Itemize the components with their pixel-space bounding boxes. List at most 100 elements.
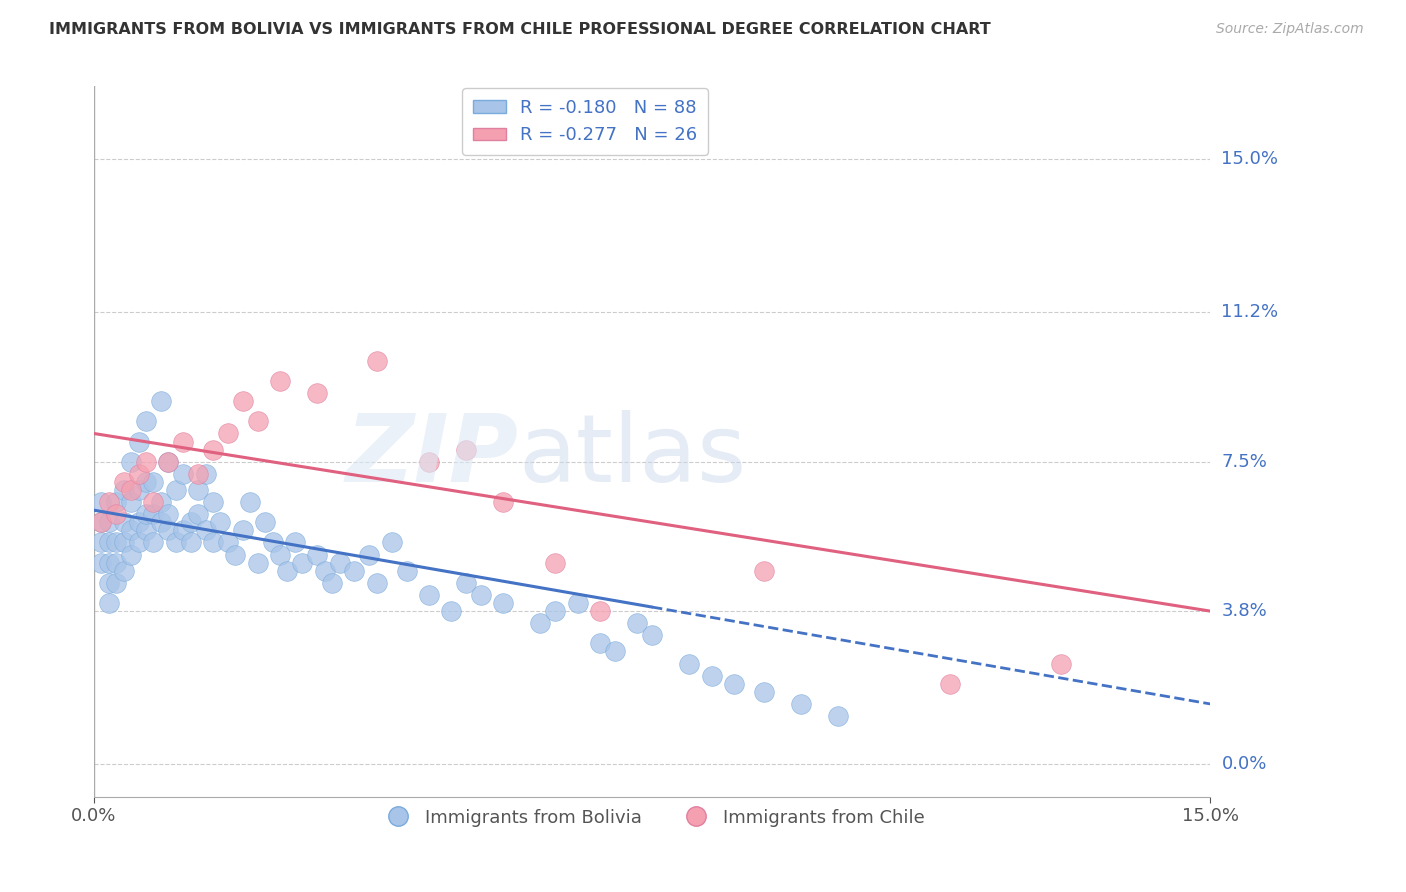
Text: atlas: atlas <box>519 409 747 502</box>
Point <box>529 616 551 631</box>
Point <box>112 483 135 497</box>
Point <box>90 556 112 570</box>
Point <box>90 516 112 530</box>
Point <box>307 386 329 401</box>
Point <box>142 475 165 489</box>
Point <box>135 475 157 489</box>
Point <box>90 495 112 509</box>
Point <box>492 596 515 610</box>
Point <box>1050 657 1073 671</box>
Point <box>224 548 246 562</box>
Point <box>246 414 269 428</box>
Point <box>112 475 135 489</box>
Point <box>172 467 194 481</box>
Point <box>544 604 567 618</box>
Point <box>291 556 314 570</box>
Point <box>276 564 298 578</box>
Point <box>589 604 612 618</box>
Point <box>120 548 142 562</box>
Point <box>149 495 172 509</box>
Point <box>440 604 463 618</box>
Point <box>254 516 277 530</box>
Point <box>128 516 150 530</box>
Point <box>827 709 849 723</box>
Point <box>454 575 477 590</box>
Point <box>165 483 187 497</box>
Point <box>321 575 343 590</box>
Point <box>142 535 165 549</box>
Point <box>90 535 112 549</box>
Point <box>209 516 232 530</box>
Point <box>194 524 217 538</box>
Point <box>492 495 515 509</box>
Text: IMMIGRANTS FROM BOLIVIA VS IMMIGRANTS FROM CHILE PROFESSIONAL DEGREE CORRELATION: IMMIGRANTS FROM BOLIVIA VS IMMIGRANTS FR… <box>49 22 991 37</box>
Point <box>105 507 128 521</box>
Point <box>180 535 202 549</box>
Point <box>105 556 128 570</box>
Point <box>187 467 209 481</box>
Point <box>157 507 180 521</box>
Point <box>232 394 254 409</box>
Point <box>165 535 187 549</box>
Point <box>269 374 291 388</box>
Point <box>128 434 150 449</box>
Point <box>128 483 150 497</box>
Point <box>120 524 142 538</box>
Point <box>418 588 440 602</box>
Point <box>149 394 172 409</box>
Point <box>135 455 157 469</box>
Point <box>180 516 202 530</box>
Point <box>157 455 180 469</box>
Point <box>128 467 150 481</box>
Point <box>128 535 150 549</box>
Point <box>381 535 404 549</box>
Point <box>142 507 165 521</box>
Point <box>239 495 262 509</box>
Point <box>641 628 664 642</box>
Point <box>269 548 291 562</box>
Point <box>135 414 157 428</box>
Text: 3.8%: 3.8% <box>1222 602 1267 620</box>
Point <box>120 483 142 497</box>
Point <box>314 564 336 578</box>
Point <box>97 535 120 549</box>
Point <box>603 644 626 658</box>
Point <box>752 564 775 578</box>
Point <box>172 524 194 538</box>
Point <box>105 575 128 590</box>
Point <box>172 434 194 449</box>
Text: 7.5%: 7.5% <box>1222 453 1267 471</box>
Point <box>201 442 224 457</box>
Point <box>454 442 477 457</box>
Point <box>700 668 723 682</box>
Point <box>135 524 157 538</box>
Point <box>217 426 239 441</box>
Point <box>395 564 418 578</box>
Point <box>135 507 157 521</box>
Point <box>97 596 120 610</box>
Point <box>678 657 700 671</box>
Point <box>90 516 112 530</box>
Point <box>567 596 589 610</box>
Point <box>262 535 284 549</box>
Point <box>142 495 165 509</box>
Text: 15.0%: 15.0% <box>1222 150 1278 168</box>
Point <box>97 575 120 590</box>
Point <box>626 616 648 631</box>
Text: 11.2%: 11.2% <box>1222 303 1278 321</box>
Point <box>232 524 254 538</box>
Point <box>343 564 366 578</box>
Point <box>201 495 224 509</box>
Point <box>157 455 180 469</box>
Point <box>120 455 142 469</box>
Point <box>194 467 217 481</box>
Point <box>97 556 120 570</box>
Point <box>112 564 135 578</box>
Point <box>752 685 775 699</box>
Point <box>544 556 567 570</box>
Point <box>187 483 209 497</box>
Point <box>187 507 209 521</box>
Point <box>359 548 381 562</box>
Point <box>246 556 269 570</box>
Point <box>366 354 388 368</box>
